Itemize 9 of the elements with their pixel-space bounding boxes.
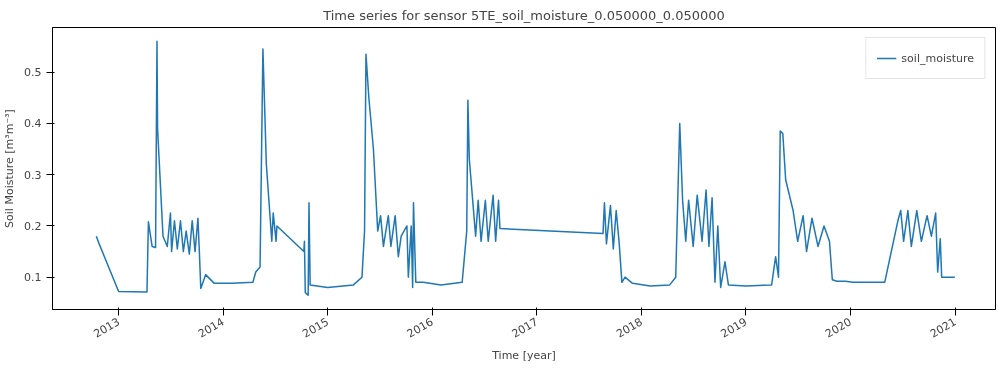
y-axis-title: Soil Moisture [m³m⁻³] [3,109,17,228]
y-tick-label: 0.3 [24,168,42,182]
y-tick-label: 0.5 [24,66,42,80]
y-tick-label: 0.4 [24,117,42,131]
legend-label: soil_moisture [901,51,974,65]
y-tick-label: 0.1 [24,271,42,285]
x-axis-title: Time [year] [491,349,556,363]
y-tick-label: 0.2 [24,219,42,233]
chart-title: Time series for sensor 5TE_soil_moisture_0.050000_0.050000 [322,7,725,23]
